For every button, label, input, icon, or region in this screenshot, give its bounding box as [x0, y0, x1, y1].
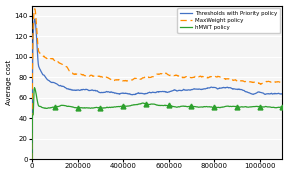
hMWT policy: [33, 87, 36, 89]
Line: Thresholds with Priority policy: Thresholds with Priority policy: [32, 19, 283, 159]
Thresholds with Priority policy: [33, 18, 37, 20]
Thresholds with Priority policy: [144, 92, 147, 95]
MaxWeight policy: [178, 75, 182, 78]
hMWT policy: [219, 106, 223, 108]
Y-axis label: Average cost: Average cost: [5, 60, 12, 105]
MaxWeight policy: [95, 75, 98, 77]
Thresholds with Priority policy: [219, 87, 223, 89]
hMWT policy: [281, 106, 284, 108]
Line: MaxWeight policy: MaxWeight policy: [32, 9, 283, 159]
hMWT policy: [178, 106, 182, 108]
hMWT policy: [75, 107, 78, 109]
Thresholds with Priority policy: [198, 88, 201, 90]
MaxWeight policy: [30, 158, 34, 160]
MaxWeight policy: [198, 75, 201, 78]
Thresholds with Priority policy: [30, 158, 34, 160]
Thresholds with Priority policy: [178, 89, 182, 92]
Line: hMWT policy: hMWT policy: [32, 88, 283, 159]
MaxWeight policy: [281, 81, 284, 83]
MaxWeight policy: [219, 76, 223, 78]
hMWT policy: [95, 106, 98, 108]
MaxWeight policy: [33, 8, 37, 10]
MaxWeight policy: [144, 76, 147, 78]
MaxWeight policy: [75, 73, 78, 75]
Thresholds with Priority policy: [281, 93, 284, 95]
Legend: Thresholds with Priority policy, MaxWeight policy, hMWT policy: Thresholds with Priority policy, MaxWeig…: [177, 8, 280, 33]
Thresholds with Priority policy: [95, 90, 98, 92]
Thresholds with Priority policy: [75, 89, 78, 91]
hMWT policy: [30, 158, 34, 160]
hMWT policy: [198, 106, 201, 108]
hMWT policy: [144, 103, 147, 105]
